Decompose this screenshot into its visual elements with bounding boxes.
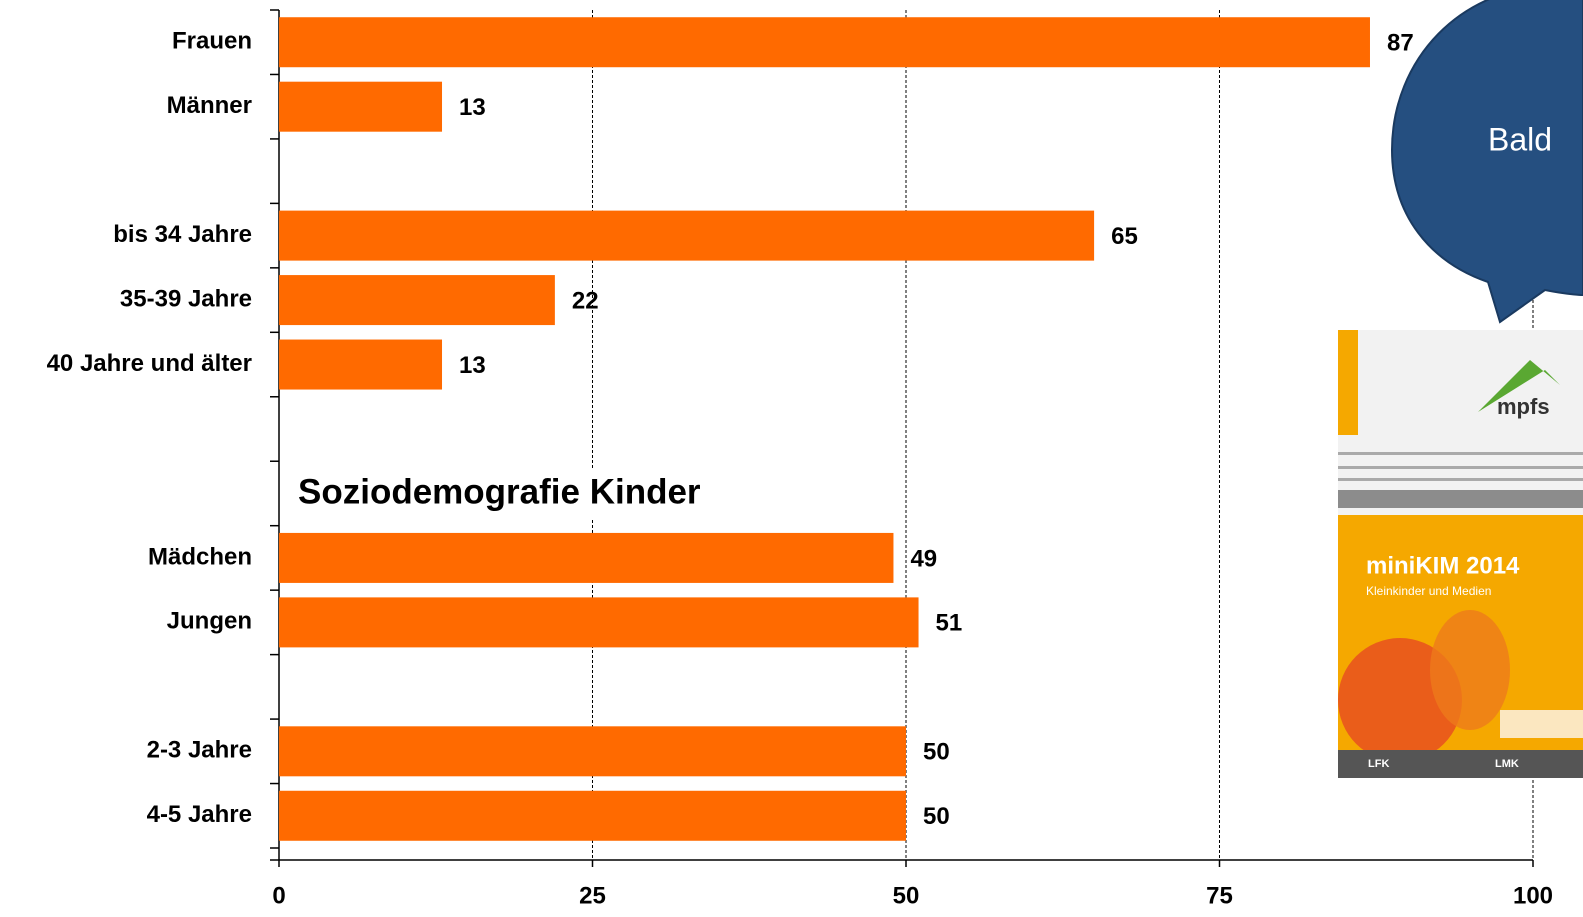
bar (279, 211, 1094, 261)
value-label: 87 (1387, 30, 1414, 57)
x-tick-label: 25 (579, 882, 606, 909)
bar (279, 726, 906, 776)
y-tick-label: Mädchen (148, 543, 252, 570)
y-tick-label: Jungen (167, 608, 252, 635)
cover-publisher: LMK (1495, 758, 1519, 770)
x-tick-label: 0 (272, 882, 285, 909)
cover-rule (1338, 478, 1583, 481)
value-label: 49 (910, 545, 937, 572)
y-tick-label: 4-5 Jahre (147, 801, 252, 828)
value-label: 51 (936, 610, 963, 637)
cover-rule (1338, 452, 1583, 455)
x-tick-label: 50 (893, 882, 920, 909)
cover-band (1338, 490, 1583, 508)
value-label: 13 (459, 352, 486, 379)
cover-logo: mpfs (1497, 394, 1550, 419)
cover-title: miniKIM 2014 (1366, 552, 1520, 579)
section-heading: Soziodemografie Kinder (298, 472, 701, 511)
cover: mpfs miniKIM 2014 Kleinkinder und Medien… (1338, 330, 1583, 778)
bar (279, 791, 906, 841)
y-tick-label: bis 34 Jahre (113, 221, 252, 248)
bar (279, 533, 893, 583)
cover-publisher: LFK (1368, 758, 1389, 770)
x-tick-label: 75 (1206, 882, 1233, 909)
value-label: 22 (572, 287, 599, 314)
cover-strip (1338, 330, 1358, 435)
speech-bubble (1392, 0, 1583, 322)
bar (279, 597, 919, 647)
value-label: 50 (923, 739, 950, 766)
y-tick-label: Männer (167, 92, 252, 119)
y-tick-label: 2-3 Jahre (147, 737, 252, 764)
bar (279, 82, 442, 132)
callout-text: Bald (1488, 121, 1552, 157)
cover-rule (1338, 466, 1583, 469)
y-tick-label: 35-39 Jahre (120, 285, 252, 312)
x-tick-label: 100 (1513, 882, 1553, 909)
y-tick-label: Frauen (172, 28, 252, 55)
value-label: 50 (923, 803, 950, 830)
bar (279, 340, 442, 390)
value-label: 65 (1111, 223, 1138, 250)
chart: 0 25 50 75 100 Frauen 87 Männer 13 bis 34 Jahre 65… (0, 0, 1583, 917)
bar (279, 17, 1370, 67)
cover-shape (1430, 610, 1510, 730)
plot: 0 25 50 75 100 Frauen 87 Männer 13 bis 34 Jahre 65… (47, 10, 1553, 909)
bar (279, 275, 555, 325)
value-label: 13 (459, 94, 486, 121)
cover-box (1500, 710, 1583, 738)
cover-subtitle: Kleinkinder und Medien (1366, 584, 1491, 598)
y-tick-label: 40 Jahre und älter (47, 350, 252, 377)
